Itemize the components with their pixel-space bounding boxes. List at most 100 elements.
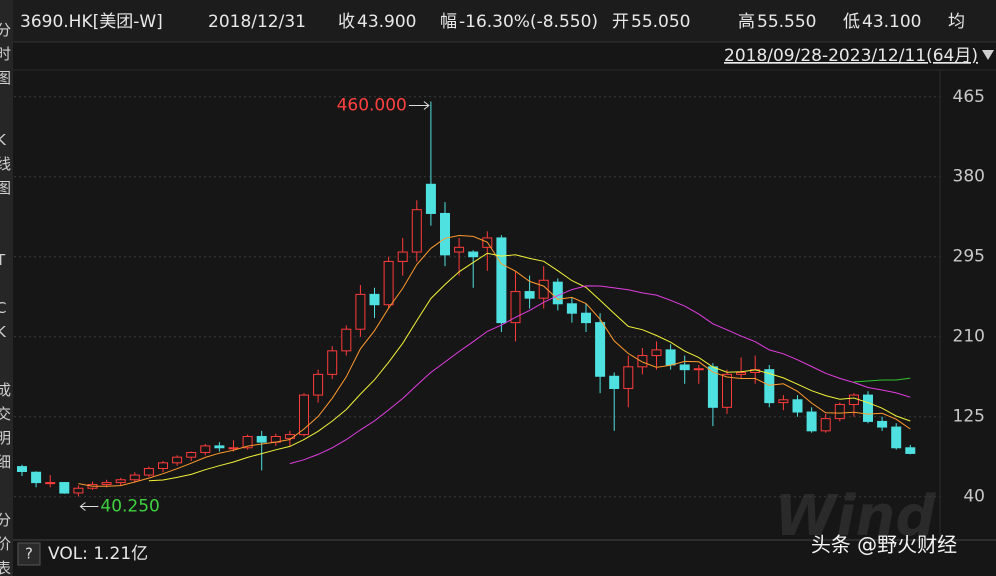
candle-body <box>566 303 577 314</box>
quote-label: 高 <box>738 12 755 32</box>
quote-label: 低 <box>843 12 860 32</box>
side-tab: K 线图 <box>0 131 11 197</box>
header-bar <box>0 0 996 42</box>
candle-body <box>17 466 27 472</box>
help-button[interactable] <box>17 542 41 566</box>
candle-body <box>651 349 662 357</box>
candle-body <box>440 212 450 256</box>
ma-line <box>289 285 911 465</box>
candle-body <box>891 426 902 449</box>
candle-body <box>496 237 507 324</box>
candle-body <box>736 371 747 375</box>
side-tab: 成交明细 <box>0 381 11 471</box>
help-icon[interactable]: ? <box>25 545 33 563</box>
y-tick-label: 295 <box>953 247 985 267</box>
candle-body <box>778 399 789 404</box>
candle-body <box>115 479 126 484</box>
min-arrow <box>79 502 99 511</box>
quote-label: 开 <box>612 12 629 32</box>
candle-body <box>468 251 479 258</box>
candle-body <box>806 411 817 432</box>
candle-body <box>820 418 831 432</box>
stock-code: 3690.HK[美团-W] <box>20 12 163 32</box>
candle-body <box>200 445 211 453</box>
min-label: 40.250 <box>100 496 159 516</box>
candle-body <box>397 251 408 262</box>
max-label: 460.000 <box>337 95 407 115</box>
candle-body <box>341 328 352 352</box>
candle-body <box>186 451 197 458</box>
quote-label: 均 <box>948 12 965 32</box>
quote-label: 幅 <box>440 12 457 32</box>
range-label[interactable]: 2018/09/28-2023/12/11(64月) <box>724 46 978 66</box>
candle-body <box>256 435 267 443</box>
quote-label: 收 <box>338 12 355 32</box>
candle-body <box>834 403 845 420</box>
candle-body <box>552 281 563 305</box>
candle-body <box>510 291 521 324</box>
side-tab: 分价表 <box>0 511 11 576</box>
candle-body <box>59 482 70 494</box>
candle-body <box>158 462 168 469</box>
source-watermark: 头条 @野火财经 <box>811 533 957 557</box>
max-arrow <box>408 101 430 110</box>
candle-body <box>129 474 140 481</box>
candle-body <box>425 183 436 214</box>
quote-value: 55.550 <box>757 12 816 32</box>
candle-body <box>383 260 394 306</box>
candle-body <box>299 394 309 436</box>
candle-body <box>313 373 324 396</box>
candle-body <box>877 420 888 428</box>
quote-value: 43.900 <box>357 12 416 32</box>
candle-body <box>637 355 648 368</box>
volume-label: VOL: 1.21亿 <box>48 544 148 564</box>
candle-body <box>764 369 775 404</box>
candle-body <box>327 350 338 375</box>
candle-body <box>665 349 676 366</box>
y-tick-label: 465 <box>953 87 985 107</box>
candle-body <box>214 445 225 449</box>
side-tab: TICK <box>0 251 7 341</box>
quote-value: -16.30%(-8.550) <box>459 12 598 32</box>
ma-line <box>78 234 911 487</box>
side-strip <box>0 0 13 576</box>
candle-body <box>172 456 183 464</box>
candle-body <box>31 471 42 484</box>
candle-body <box>581 312 591 324</box>
candle-body <box>848 394 859 405</box>
y-tick-label: 125 <box>953 407 985 427</box>
candle-body <box>595 322 606 377</box>
candle-body <box>369 293 380 306</box>
candle-body <box>355 293 366 330</box>
brand-watermark: Wind <box>775 484 937 549</box>
ma-line <box>148 252 911 482</box>
ma-line <box>853 377 911 383</box>
candle-body <box>45 482 56 485</box>
candle-body <box>101 482 112 485</box>
candle-body <box>284 434 295 439</box>
candle-body <box>609 375 620 389</box>
side-tab: 分时图 <box>0 21 11 87</box>
candle-body <box>242 435 253 449</box>
candle-body <box>524 291 535 299</box>
candle-body <box>722 373 732 408</box>
candle-body <box>228 447 239 450</box>
candle-body <box>792 399 803 413</box>
candle-body <box>73 487 84 494</box>
y-tick-label: 380 <box>953 167 985 187</box>
candle-body <box>454 246 465 253</box>
candle-body <box>693 368 704 371</box>
quote-date: 2018/12/31 <box>208 12 306 32</box>
quote-value: 43.100 <box>862 12 921 32</box>
y-tick-label: 210 <box>953 327 985 347</box>
candle-body <box>679 364 690 371</box>
candle-body <box>411 209 422 253</box>
y-tick-label: 40 <box>963 487 985 507</box>
range-dropdown[interactable] <box>982 50 994 60</box>
candle-body <box>623 366 634 389</box>
candle-body <box>143 467 154 476</box>
candle-body <box>863 394 873 422</box>
candle-body <box>538 279 549 299</box>
